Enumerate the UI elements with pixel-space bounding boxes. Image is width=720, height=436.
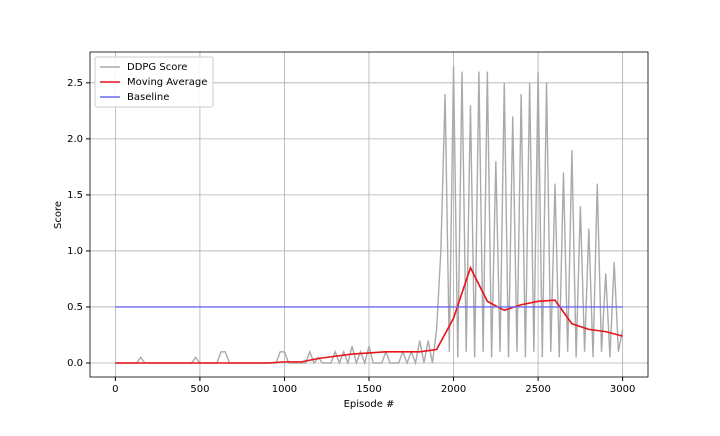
legend-label: DDPG Score	[127, 62, 187, 73]
x-tick-label: 2000	[441, 384, 466, 395]
x-axis-label: Episode #	[344, 399, 395, 410]
y-axis-label: Score	[53, 201, 64, 229]
x-tick-label: 1000	[272, 384, 297, 395]
legend-box	[94, 56, 214, 108]
x-tick-label: 0	[112, 384, 118, 395]
y-tick-label: 2.0	[67, 134, 83, 145]
x-tick-label: 3000	[610, 384, 635, 395]
plot-frame	[89, 51, 649, 378]
series-line	[115, 265, 623, 364]
legend-label: Moving Average	[127, 77, 207, 88]
y-tick-label: 1.0	[67, 246, 83, 257]
y-tick-label: 1.5	[67, 190, 83, 201]
y-tick-label: 2.5	[67, 78, 83, 89]
legend-label: Baseline	[127, 92, 169, 103]
y-tick-label: 0.0	[67, 358, 83, 369]
x-tick-label: 2500	[525, 384, 550, 395]
x-tick-label: 1500	[356, 384, 381, 395]
y-tick-label: 0.5	[67, 302, 83, 313]
x-tick-label: 500	[190, 384, 209, 395]
